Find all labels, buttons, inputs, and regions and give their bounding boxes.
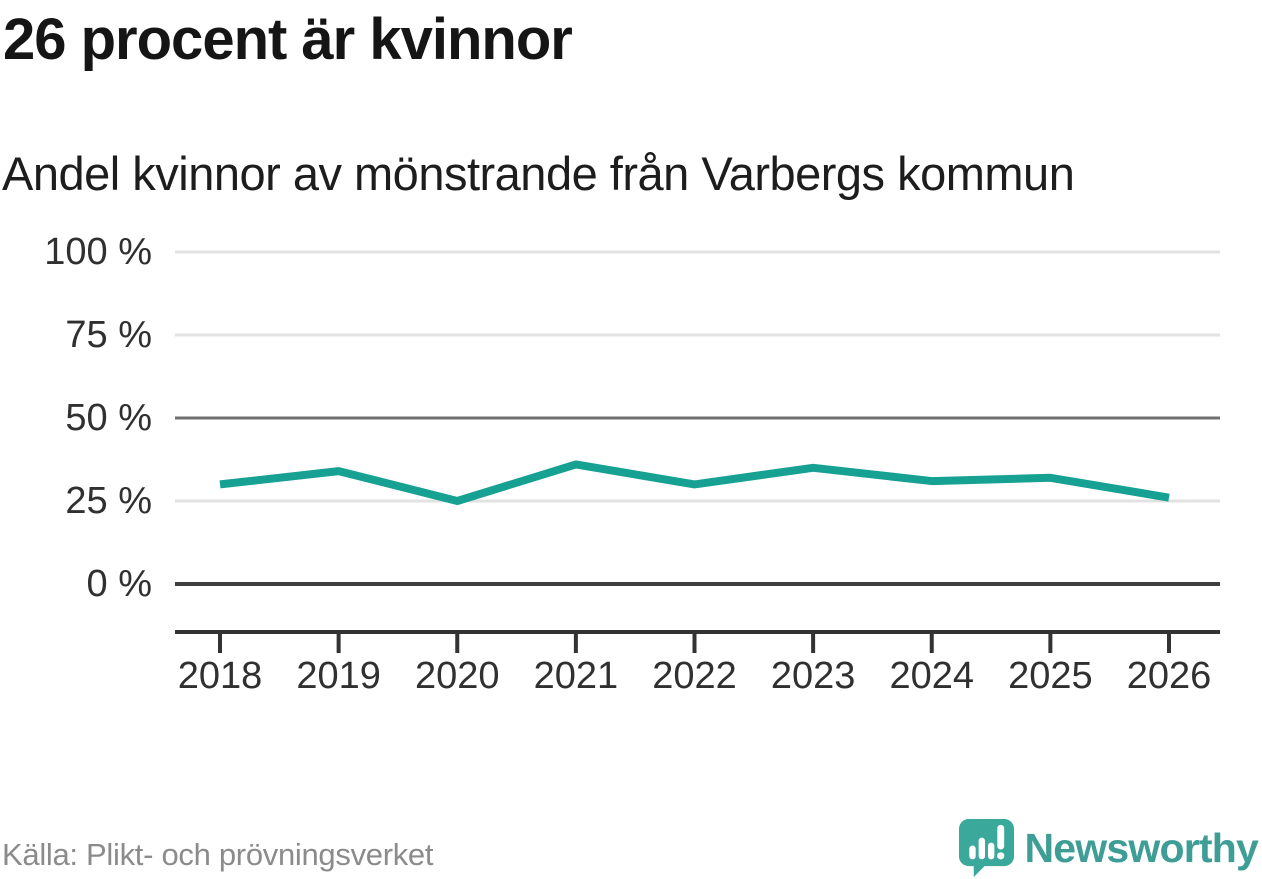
x-tick-label: 2022 (652, 655, 737, 697)
x-tick-label: 2025 (1008, 655, 1093, 697)
y-tick-label: 50 % (65, 397, 152, 439)
source-caption: Källa: Plikt- och prövningsverket (2, 837, 434, 872)
y-tick-label: 100 % (44, 231, 152, 273)
x-tick-label: 2023 (770, 655, 856, 697)
x-tick-label: 2026 (1126, 655, 1212, 697)
x-tick-label: 2018 (177, 655, 263, 697)
x-tick-label: 2024 (889, 655, 975, 697)
chart-subtitle: Andel kvinnor av mönstrande från Varberg… (2, 147, 1075, 200)
newsworthy-logo-icon (958, 819, 1014, 877)
y-tick-label: 0 % (86, 563, 152, 605)
newsworthy-logo-text: Newsworthy (1024, 824, 1259, 871)
y-tick-label: 25 % (65, 480, 152, 522)
page-title: 26 procent är kvinnor (3, 7, 573, 72)
newsworthy-logo: Newsworthy (958, 818, 1259, 878)
x-tick-label: 2020 (414, 655, 500, 697)
data-line-series (219, 460, 1170, 505)
x-tick-label: 2021 (533, 655, 619, 697)
x-tick-label: 2019 (296, 655, 381, 697)
y-tick-label: 75 % (65, 314, 152, 356)
